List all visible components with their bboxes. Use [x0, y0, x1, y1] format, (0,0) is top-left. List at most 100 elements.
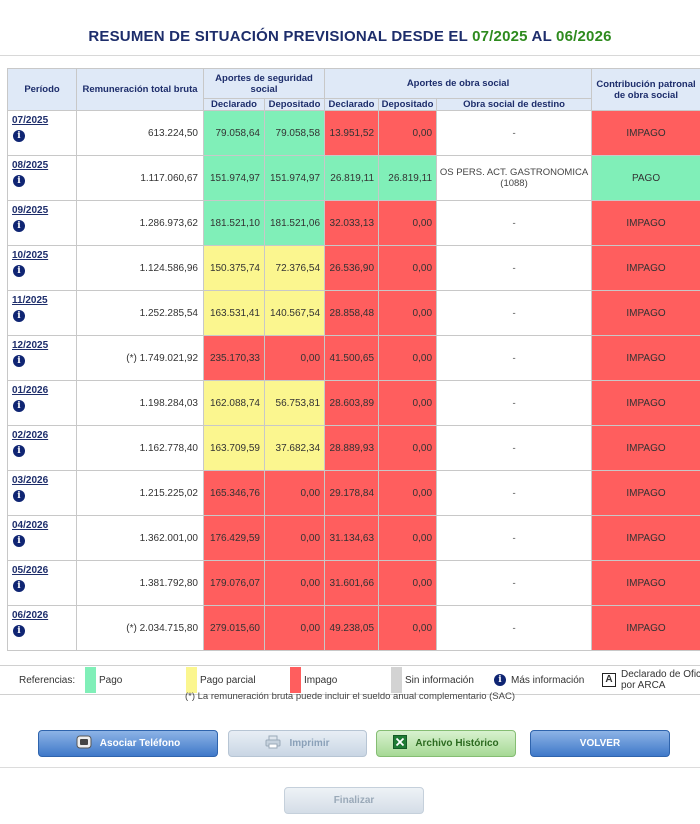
asociar-label: Asociar Teléfono	[99, 738, 181, 749]
volver-button[interactable]: VOLVER	[530, 730, 670, 757]
obra-destino-cell: -	[436, 380, 593, 426]
ss-declarado-cell: 179.076,07	[203, 560, 265, 606]
ss-depositado-cell: 0,00	[263, 335, 326, 381]
ss-depositado-cell: 0,00	[263, 515, 326, 561]
table-row: 11/2025 i 1.252.285,54 163.531,41 140.567,54…	[7, 290, 700, 336]
ref-parcial: Pago parcial	[186, 666, 256, 694]
os-depositado-cell: 0,00	[378, 380, 438, 426]
periodo-link[interactable]: 06/2026	[12, 610, 49, 621]
contribucion-cell: IMPAGO	[591, 470, 700, 516]
periodo-link[interactable]: 08/2025	[12, 160, 49, 171]
periodo-cell: 06/2026 i	[7, 605, 77, 651]
asociar-telefono-button[interactable]: Asociar Teléfono	[38, 730, 218, 757]
obra-destino-cell: -	[436, 200, 593, 246]
imprimir-button[interactable]: Imprimir	[228, 730, 367, 757]
table-row: 03/2026 i 1.215.225,02 165.346,76 0,00 29.178…	[7, 470, 700, 516]
remuneracion-cell: 1.162.778,40	[76, 425, 204, 471]
info-icon[interactable]: i	[13, 580, 25, 592]
ref-parcial-label: Pago parcial	[200, 674, 256, 686]
os-depositado-cell: 0,00	[378, 245, 438, 291]
periodo-cell: 12/2025 i	[7, 335, 77, 381]
archivo-historico-button[interactable]: Archivo Histórico	[376, 730, 516, 757]
ss-declarado-cell: 150.375,74	[203, 245, 265, 291]
periodo-cell: 02/2026 i	[7, 425, 77, 471]
title-prefix: RESUMEN DE SITUACIÓN PREVISIONAL DESDE E…	[88, 28, 468, 45]
ref-oficio-line2: por ARCA	[621, 680, 666, 691]
periodo-link[interactable]: 05/2026	[12, 565, 49, 576]
ss-depositado-cell: 0,00	[263, 605, 326, 651]
info-icon[interactable]: i	[13, 355, 25, 367]
os-depositado-cell: 0,00	[378, 200, 438, 246]
info-icon[interactable]: i	[13, 625, 25, 637]
remuneracion-cell: 1.215.225,02	[76, 470, 204, 516]
os-depositado-cell: 0,00	[378, 110, 438, 156]
excel-icon	[393, 735, 408, 752]
info-icon[interactable]: i	[13, 220, 25, 232]
os-depositado-cell: 0,00	[378, 470, 438, 516]
impago-swatch	[290, 667, 301, 693]
os-declarado-cell: 28.603,89	[324, 380, 380, 426]
ref-oficio-line1: Declarado de Ofic	[621, 669, 700, 680]
ss-declarado-cell: 151.974,97	[203, 155, 265, 201]
header-aportes-ss: Aportes de seguridad social	[202, 68, 326, 99]
obra-destino-cell: OS PERS. ACT. GASTRONOMICA (1088)	[436, 155, 593, 201]
periodo-link[interactable]: 11/2025	[12, 295, 48, 306]
info-icon[interactable]: i	[13, 175, 25, 187]
ref-declarado-oficio: A Declarado de Ofic por ARCA	[602, 666, 700, 694]
contribucion-cell: IMPAGO	[591, 110, 700, 156]
periodo-link[interactable]: 09/2025	[12, 205, 49, 216]
references-bar: Referencias: Pago Pago parcial Impago Si…	[0, 665, 700, 695]
periodo-link[interactable]: 03/2026	[12, 475, 49, 486]
ss-depositado-cell: 0,00	[263, 560, 326, 606]
ref-mas-info-label: Más información	[511, 674, 585, 686]
info-icon[interactable]: i	[13, 400, 25, 412]
obra-destino-cell: -	[436, 470, 593, 516]
periodo-link[interactable]: 10/2025	[12, 250, 49, 261]
ss-declarado-cell: 163.531,41	[203, 290, 265, 336]
periodo-cell: 05/2026 i	[7, 560, 77, 606]
ss-depositado-cell: 79.058,58	[263, 110, 326, 156]
remuneracion-cell: 1.362.001,00	[76, 515, 204, 561]
table-row: 12/2025 i (*) 1.749.021,92 235.170,33 0,00 41…	[7, 335, 700, 381]
info-icon[interactable]: i	[13, 130, 25, 142]
info-icon[interactable]: i	[13, 265, 25, 277]
obra-destino-cell: -	[436, 110, 593, 156]
ss-depositado-cell: 140.567,54	[263, 290, 326, 336]
remuneracion-cell: 1.286.973,62	[76, 200, 204, 246]
ref-sin-info: Sin información	[391, 666, 474, 694]
periodo-link[interactable]: 07/2025	[12, 115, 49, 126]
periodo-link[interactable]: 01/2026	[12, 385, 49, 396]
os-declarado-cell: 41.500,65	[324, 335, 380, 381]
obra-destino-cell: -	[436, 605, 593, 651]
os-declarado-cell: 28.889,93	[324, 425, 380, 471]
remuneracion-cell: 1.198.284,03	[76, 380, 204, 426]
table-row: 09/2025 i 1.286.973,62 181.521,10 181.521,06…	[7, 200, 700, 246]
info-icon[interactable]: i	[13, 310, 25, 322]
remuneracion-cell: 1.381.792,80	[76, 560, 204, 606]
printer-icon	[265, 735, 281, 752]
remuneracion-cell: (*) 1.749.021,92	[76, 335, 204, 381]
periodo-link[interactable]: 04/2026	[12, 520, 49, 531]
info-icon[interactable]: i	[13, 490, 25, 502]
parcial-swatch	[186, 667, 197, 693]
declarado-oficio-icon: A	[602, 673, 616, 687]
ss-declarado-cell: 176.429,59	[203, 515, 265, 561]
info-icon[interactable]: i	[13, 445, 25, 457]
sac-note: (*) La remuneración bruta puede incluir …	[184, 691, 516, 702]
obra-destino-cell: -	[436, 290, 593, 336]
os-depositado-cell: 0,00	[378, 335, 438, 381]
refs-label: Referencias:	[19, 674, 76, 686]
sin-info-swatch	[391, 667, 402, 693]
periodo-cell: 07/2025 i	[7, 110, 77, 156]
ref-mas-info: i Más información	[494, 666, 584, 694]
finalizar-button[interactable]: Finalizar	[284, 787, 424, 814]
remuneracion-cell: 1.252.285,54	[76, 290, 204, 336]
periodo-link[interactable]: 12/2025	[12, 340, 49, 351]
ss-depositado-cell: 72.376,54	[263, 245, 326, 291]
os-declarado-cell: 26.536,90	[324, 245, 380, 291]
periodo-link[interactable]: 02/2026	[12, 430, 49, 441]
ss-declarado-cell: 279.015,60	[203, 605, 265, 651]
ss-declarado-cell: 165.346,76	[203, 470, 265, 516]
contribucion-cell: IMPAGO	[591, 245, 700, 291]
info-icon[interactable]: i	[13, 535, 25, 547]
